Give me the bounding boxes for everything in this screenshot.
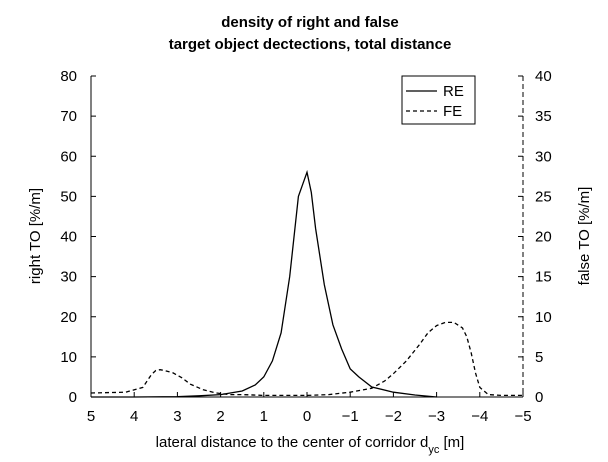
- y-right-tick-label: 15: [535, 269, 552, 286]
- y-left-tick-label: 30: [60, 269, 77, 286]
- x-tick-label: 1: [260, 408, 268, 425]
- y-left-tick-label: 60: [60, 148, 77, 165]
- y-ticks-left: 0 10 20 30 40 50 60 70 80: [60, 68, 96, 406]
- y-right-tick-label: 5: [535, 349, 543, 366]
- y-right-tick-label: 35: [535, 108, 552, 125]
- y-left-tick-label: 70: [60, 108, 77, 125]
- y-left-tick-label: 20: [60, 309, 77, 326]
- x-tick-label: −5: [514, 408, 531, 425]
- y-right-tick-label: 20: [535, 229, 552, 246]
- x-axis-label-unit: [m]: [439, 434, 464, 451]
- x-tick-label: 0: [303, 408, 311, 425]
- y-left-tick-label: 10: [60, 349, 77, 366]
- chart-title-line-1: density of right and false: [221, 14, 399, 31]
- x-axis-label-subscript: yc: [428, 444, 440, 456]
- y-axis-left-label: right TO [%/m]: [27, 188, 44, 284]
- series-fe-line: [90, 321, 523, 397]
- legend-box: [401, 75, 476, 125]
- y-left-tick-label: 50: [60, 188, 77, 205]
- x-axis-label-main: lateral distance to the center of corrid…: [156, 434, 429, 451]
- x-axis-label: lateral distance to the center of corrid…: [156, 434, 465, 456]
- y-left-tick-label: 0: [69, 389, 77, 406]
- series-re-line: [91, 169, 437, 398]
- legend-fe-label: FE: [443, 103, 462, 120]
- y-ticks-right: 0 5 10 15 20 25 30 35 40: [518, 68, 552, 406]
- x-tick-label: −3: [428, 408, 445, 425]
- x-ticks: 5 4 3 2 1 0 −1 −2 −3 −4 −5: [87, 392, 532, 425]
- x-tick-label: −4: [471, 408, 488, 425]
- y-left-tick-label: 80: [60, 68, 77, 85]
- x-tick-label: 2: [216, 408, 224, 425]
- x-tick-label: 4: [130, 408, 138, 425]
- y-right-tick-label: 40: [535, 68, 552, 85]
- y-right-tick-label: 30: [535, 148, 552, 165]
- x-tick-label: −2: [385, 408, 402, 425]
- y-right-tick-label: 10: [535, 309, 552, 326]
- y-axis-right-label: false TO [%/m]: [576, 187, 593, 286]
- legend: RE FE: [401, 75, 476, 125]
- legend-re-label: RE: [443, 83, 464, 100]
- x-tick-label: 5: [87, 408, 95, 425]
- y-right-tick-label: 0: [535, 389, 543, 406]
- y-left-tick-label: 40: [60, 229, 77, 246]
- x-tick-label: 3: [173, 408, 181, 425]
- y-right-tick-label: 25: [535, 188, 552, 205]
- x-tick-label: −1: [342, 408, 359, 425]
- chart-title-line-2: target object dectections, total distanc…: [169, 36, 452, 53]
